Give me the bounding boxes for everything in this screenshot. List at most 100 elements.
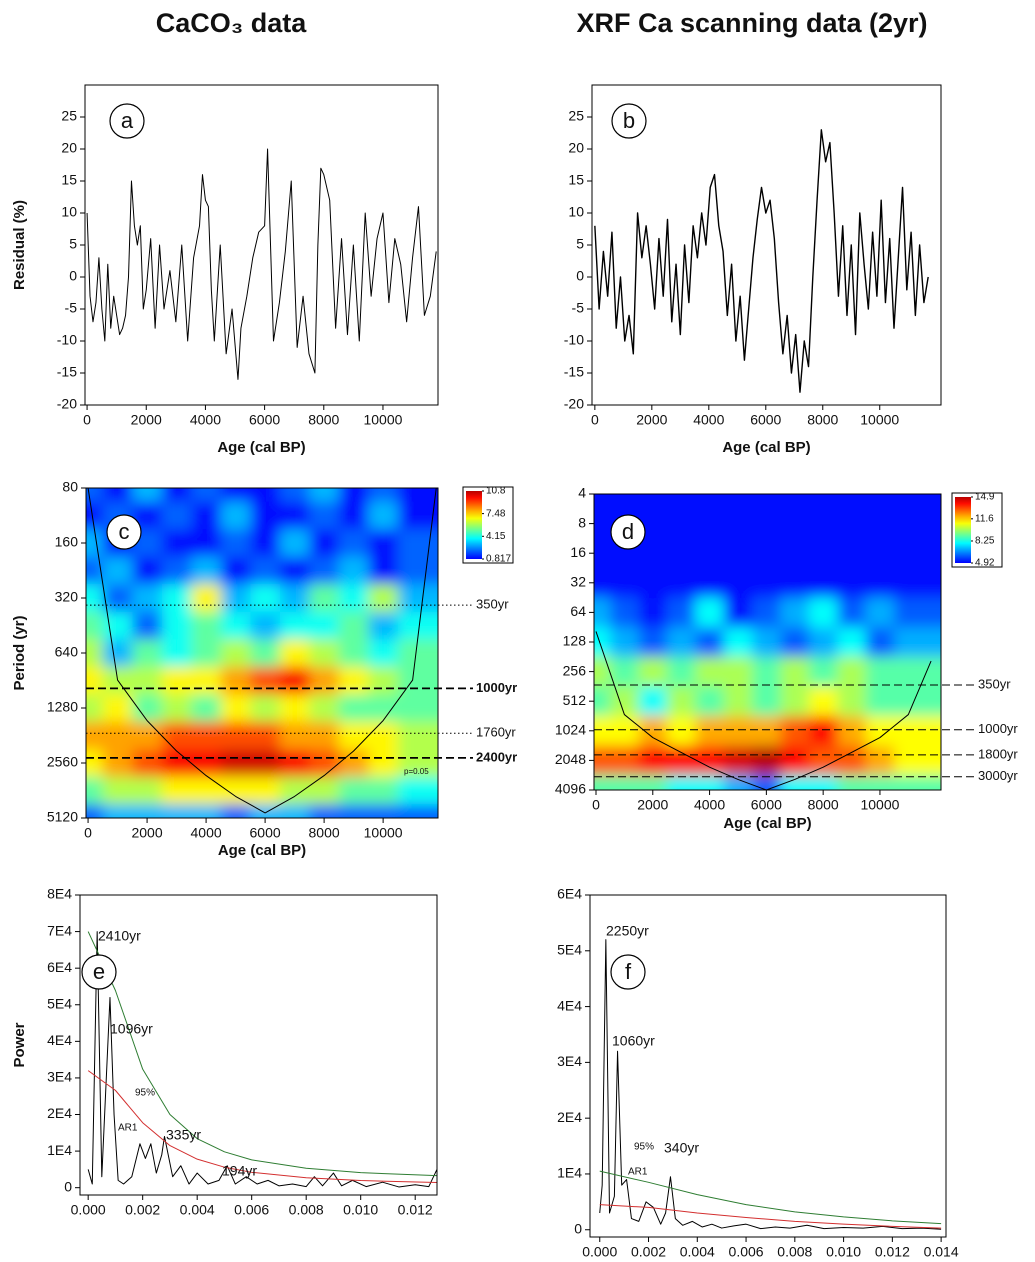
annotation: 194yr (222, 1163, 257, 1179)
heatmap-cell (338, 529, 369, 558)
heatmap-cell (666, 775, 696, 790)
heatmap-cell (86, 529, 104, 558)
heatmap-cell (752, 508, 782, 539)
heatmap-cell (894, 538, 941, 569)
x-tick-label: 6000 (249, 412, 280, 428)
y-tick-label: 64 (570, 603, 586, 619)
heatmap-cell (309, 639, 340, 668)
plot-area (86, 488, 438, 818)
heatmap-cell (132, 639, 163, 668)
y-tick-label: 80 (62, 479, 78, 495)
heatmap-cell (780, 508, 810, 539)
reference-label: 350yr (978, 676, 1011, 691)
x-axis-label: Age (cal BP) (218, 842, 306, 859)
x-tick-label: 0.002 (125, 1202, 160, 1218)
heatmap-cell (752, 627, 782, 658)
heatmap-cell (865, 745, 895, 776)
x-tick-label: 0 (592, 797, 600, 813)
panel-badge (610, 954, 646, 990)
heatmap-cell (102, 488, 133, 503)
series-label: AR1 (118, 1123, 138, 1134)
heatmap-cell (220, 749, 251, 778)
heatmap-cell (610, 745, 640, 776)
heatmap-cell (666, 597, 696, 628)
heatmap-cell (695, 775, 725, 790)
heatmap-cell (279, 694, 310, 723)
y-tick-label: 10 (568, 204, 584, 220)
heatmap-cell (397, 556, 438, 585)
heatmap-cell (780, 745, 810, 776)
heatmap-cell (397, 639, 438, 668)
y-axis-label: Residual (%) (11, 200, 28, 290)
heatmap-cell (250, 501, 281, 530)
panel-label: e (93, 959, 105, 984)
data-line (599, 1204, 942, 1229)
heatmap-cell (865, 627, 895, 658)
y-tick-label: 8E4 (47, 886, 72, 902)
panel-badge (109, 103, 145, 139)
heatmap-cell (86, 639, 104, 668)
panel-badge (611, 103, 647, 139)
heatmap-cell (594, 775, 611, 790)
heatmap-cell (309, 611, 340, 640)
heatmap-cell (723, 627, 753, 658)
heatmap-cell (102, 804, 133, 818)
y-tick-label: 1E4 (47, 1142, 72, 1158)
data-line (86, 148, 437, 380)
plot-frame (589, 894, 947, 1238)
panel-label: b (623, 108, 635, 133)
y-tick-label: 32 (570, 574, 586, 590)
heatmap-cell (723, 716, 753, 747)
panel-label: f (625, 959, 632, 984)
heatmap-cell (894, 716, 941, 747)
heatmap-cell (102, 694, 133, 723)
heatmap-cell (309, 501, 340, 530)
heatmap-cell (666, 716, 696, 747)
heatmap-cell (309, 666, 340, 695)
data-line (87, 931, 437, 1188)
x-tick-label: 0.010 (343, 1202, 378, 1218)
heatmap-cell (723, 686, 753, 717)
y-tick-label: 512 (563, 692, 587, 708)
heatmap-cell (594, 627, 611, 658)
plot-area (599, 939, 942, 1230)
y-tick-label: 1280 (47, 699, 78, 715)
heatmap-cell (368, 776, 399, 805)
heatmap-cell (638, 494, 668, 510)
panel-badge (106, 514, 142, 550)
heatmap-cell (309, 804, 340, 818)
plot-area (594, 494, 941, 790)
heatmap-cell (279, 584, 310, 613)
y-tick-label: 3E4 (557, 1053, 582, 1069)
reference-label: 2400yr (476, 749, 517, 764)
heatmap-cell (161, 488, 192, 503)
y-tick-label: -20 (564, 396, 584, 412)
heatmap-cell (279, 776, 310, 805)
x-tick-label: 0 (84, 825, 92, 841)
reference-label: 1760yr (476, 725, 516, 740)
heatmap-cell (338, 721, 369, 750)
heatmap-cell (220, 804, 251, 818)
heatmap-cell (191, 749, 222, 778)
heatmap-cell (279, 639, 310, 668)
y-tick-label: 15 (568, 172, 584, 188)
y-tick-label: -10 (57, 332, 77, 348)
heatmap-cell (666, 494, 696, 510)
heatmap-cell (368, 721, 399, 750)
heatmap-cell (161, 666, 192, 695)
heatmap-cell (368, 556, 399, 585)
reference-label: 1000yr (978, 721, 1018, 736)
heatmap-cell (250, 776, 281, 805)
y-tick-label: 10 (61, 204, 77, 220)
heatmap-cell (368, 694, 399, 723)
x-tick-label: 4000 (693, 412, 724, 428)
annotation: 2410yr (98, 928, 141, 944)
series-label: 95% (634, 1142, 654, 1153)
x-tick-label: 6000 (751, 797, 782, 813)
heatmap-cell (695, 656, 725, 687)
x-tick-label: 0.006 (234, 1202, 269, 1218)
heatmap-cell (132, 749, 163, 778)
heatmap-cell (191, 639, 222, 668)
y-tick-label: 4 (578, 485, 586, 501)
